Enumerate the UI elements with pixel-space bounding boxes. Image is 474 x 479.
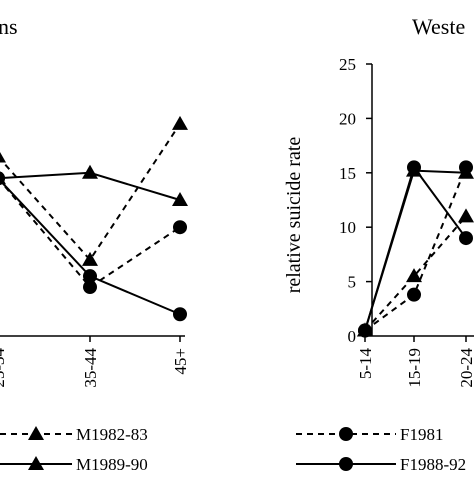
legend-left-0-marker xyxy=(28,426,44,440)
right-y-tick-label: 10 xyxy=(339,218,356,237)
right-x-tick-label: 15-19 xyxy=(405,348,424,388)
left-x-tick-label: 25-34 xyxy=(0,348,8,388)
right-y-tick-label: 0 xyxy=(348,327,357,346)
left-series-1-point xyxy=(82,164,98,179)
left-series-3-point xyxy=(0,171,5,185)
left-series-1-point xyxy=(172,192,188,206)
right-series-line-0 xyxy=(364,166,467,332)
right-series-0-point xyxy=(407,287,421,302)
left-series-2-point xyxy=(83,280,97,295)
left-x-tick-label: 35-44 xyxy=(81,348,100,388)
left-panel-title: ns xyxy=(0,14,18,39)
left-series-line-2 xyxy=(0,179,181,289)
right-y-tick-label: 20 xyxy=(339,109,356,128)
right-series-line-3 xyxy=(364,169,467,331)
legend-left-0-label: M1982-83 xyxy=(76,425,148,444)
left-series-2-point xyxy=(173,220,187,235)
right-series-3-point xyxy=(458,164,474,179)
right-x-tick-label: 20-24 xyxy=(457,348,474,388)
right-y-axis-label: relative suicide rate xyxy=(283,137,305,294)
legend-left-1-label: M1989-90 xyxy=(76,455,148,474)
legend-left-1-marker xyxy=(28,456,44,470)
right-series-1-point xyxy=(459,231,473,246)
right-series-2-point xyxy=(458,208,474,223)
right-series-3-point xyxy=(406,162,422,177)
left-series-0-point xyxy=(0,151,6,163)
left-x-tick-label: 45+ xyxy=(171,348,190,375)
right-y-tick-label: 5 xyxy=(348,273,357,292)
right-panel-title: Weste xyxy=(412,14,465,39)
right-series-3-point xyxy=(357,322,373,337)
right-series-2-point xyxy=(406,268,422,283)
legend-right-1-marker xyxy=(339,457,353,471)
legend-right-0-marker xyxy=(339,427,353,441)
right-x-tick-label: 5-14 xyxy=(356,348,375,380)
legend-right-0-label: F1981 xyxy=(400,425,443,444)
legend-right-1-label: F1988-92 xyxy=(400,455,466,474)
left-series-0-point xyxy=(172,115,188,130)
left-series-line-0 xyxy=(0,123,181,262)
left-series-0-point xyxy=(82,251,98,266)
right-y-tick-label: 15 xyxy=(339,164,356,183)
right-series-line-2 xyxy=(364,215,467,332)
left-series-3-point xyxy=(173,307,187,322)
right-y-tick-label: 25 xyxy=(339,55,356,74)
left-series-3-point xyxy=(83,269,97,284)
right-series-line-1 xyxy=(364,165,467,331)
